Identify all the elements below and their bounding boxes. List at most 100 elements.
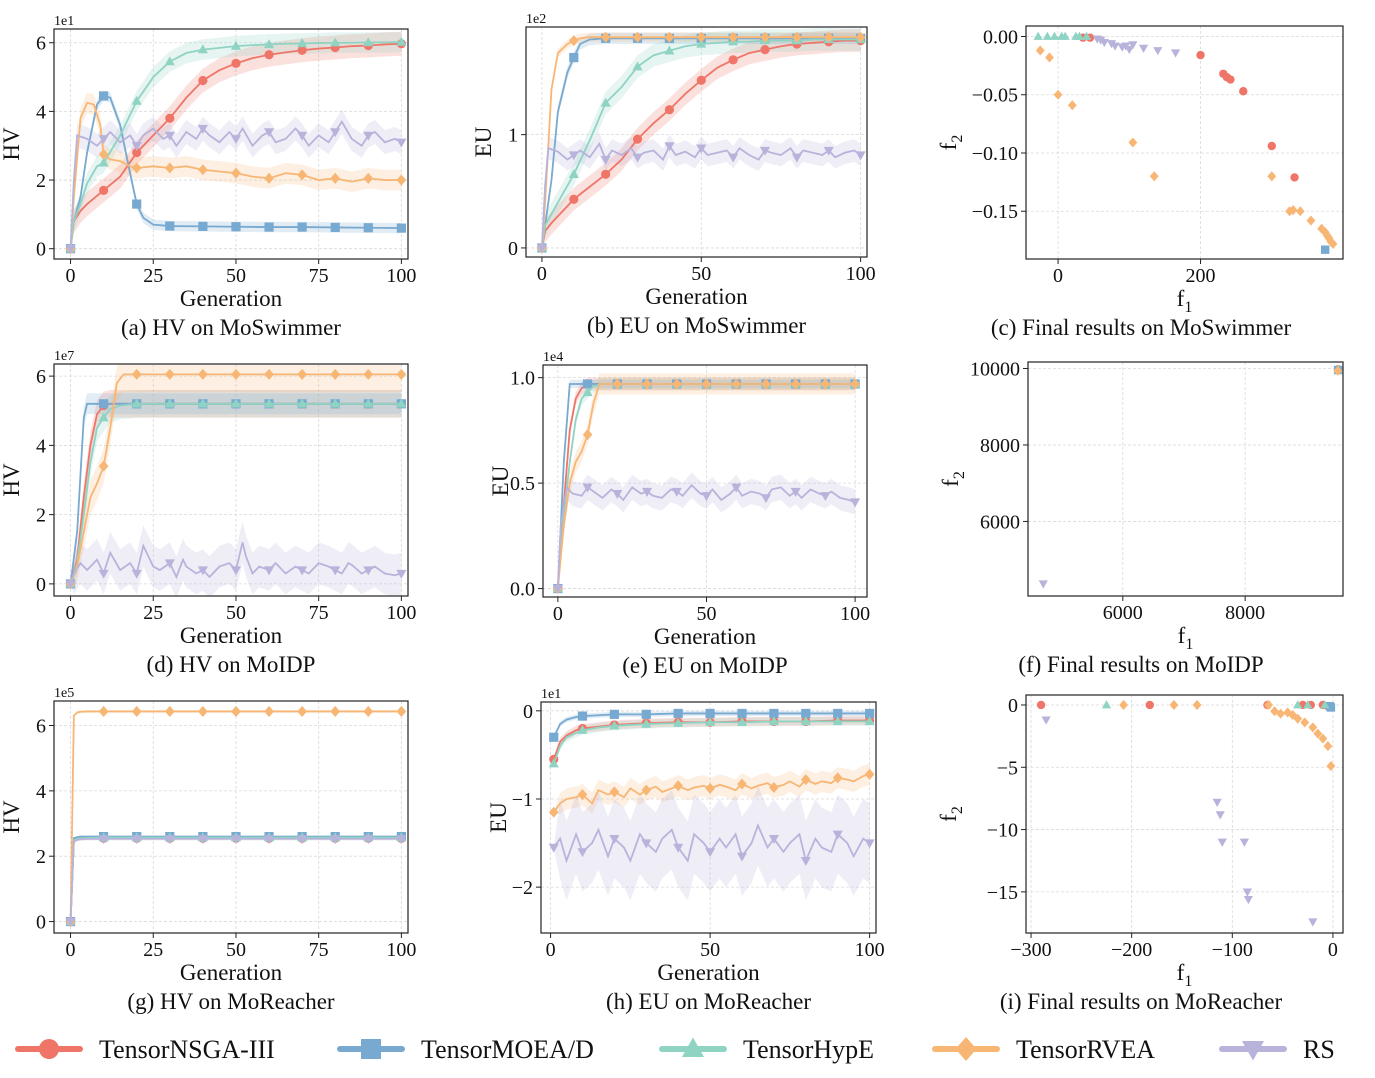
y-tick-label: 0 [36, 912, 46, 934]
data-point [131, 368, 142, 380]
variance-band [553, 716, 870, 764]
y-tick-label: 0.0 [510, 579, 535, 601]
plot-area [552, 373, 861, 595]
data-point [832, 716, 843, 726]
y-tick-label: 6000 [980, 511, 1020, 533]
data-point [1318, 733, 1328, 744]
data-point [696, 75, 706, 85]
data-point [736, 716, 748, 726]
data-point [1128, 137, 1138, 148]
data-point [1267, 171, 1277, 182]
data-point [396, 705, 407, 717]
x-tick-label: 75 [309, 939, 329, 961]
legend-marker-triangle-up [682, 1037, 704, 1057]
data-point [164, 559, 175, 569]
data-point [760, 31, 770, 43]
y-axis-title: EU [486, 802, 511, 833]
x-axis-title: f1 [1178, 623, 1194, 653]
x-tick-label: 100 [846, 263, 876, 285]
x-tick-label: −100 [1212, 939, 1253, 961]
legend-label: TensorRVEA [1016, 1035, 1155, 1064]
data-point [98, 569, 109, 579]
subplot-caption: (d) HV on MoIDP [147, 652, 316, 677]
axis-multiplier: 1e5 [54, 686, 74, 701]
y-axis-title: f2 [936, 806, 966, 822]
subplot-caption: (h) EU on MoReacher [606, 989, 811, 1014]
y-tick-label: 6 [36, 366, 46, 388]
x-tick-label: 50 [226, 939, 246, 961]
data-point [1217, 838, 1227, 847]
legend-label: TensorHypE [743, 1035, 874, 1064]
data-point [548, 758, 559, 768]
subplot-caption: (b) EU on MoSwimmer [587, 313, 806, 338]
data-point [671, 487, 682, 497]
axes-frame [1025, 694, 1344, 934]
data-point [1295, 206, 1305, 217]
data-point [832, 830, 843, 840]
data-point [696, 31, 707, 43]
x-tick-label: 100 [386, 602, 416, 624]
data-point [609, 720, 620, 730]
x-axis-title: Generation [180, 960, 283, 985]
data-point [1035, 45, 1045, 56]
plot-area [548, 708, 875, 901]
data-point [850, 498, 861, 508]
x-tick-label: 50 [700, 939, 720, 961]
chart-d: 0 25 50 75 100 0 2 4 6 1e7 Generation HV (d) HV on M… [0, 349, 416, 677]
x-axis-title: f1 [1177, 286, 1193, 316]
data-point [297, 705, 307, 717]
data-point [569, 52, 579, 63]
data-point [582, 387, 593, 397]
data-point [673, 780, 684, 792]
data-point [132, 199, 142, 209]
data-point [641, 784, 652, 796]
data-point [800, 857, 811, 866]
x-tick-label: 100 [840, 603, 870, 625]
x-tick-label: 8000 [1225, 602, 1265, 624]
data-point [769, 708, 779, 719]
chart-c: 0 200 0.00 −0.05 −0.10 −0.15 f1 f2 (c) Final res… [936, 25, 1344, 340]
data-point [612, 378, 623, 390]
x-tick-label: −300 [1010, 939, 1051, 961]
data-point [728, 153, 739, 163]
y-axis-title: f2 [936, 135, 966, 151]
data-point [864, 768, 875, 780]
data-point [864, 716, 875, 726]
axes-frame [53, 363, 409, 597]
data-point [131, 705, 142, 717]
data-point [696, 144, 707, 154]
data-point [1239, 87, 1248, 96]
data-point [552, 584, 563, 594]
y-tick-label: 4 [36, 781, 46, 803]
data-point [330, 37, 341, 47]
data-point [1038, 580, 1048, 589]
data-point [1119, 699, 1129, 711]
data-point [601, 169, 611, 179]
data-point [1293, 700, 1303, 709]
subplot-caption: (f) Final results on MoIDP [1018, 652, 1263, 677]
data-point [1333, 365, 1343, 376]
data-point [582, 483, 593, 493]
data-point [705, 708, 715, 719]
data-point [98, 705, 109, 717]
x-tick-label: 0 [553, 603, 563, 625]
data-point [131, 95, 142, 105]
data-point [759, 146, 771, 156]
data-point [230, 566, 242, 576]
data-point [1081, 31, 1092, 40]
data-point [330, 398, 341, 408]
data-point [548, 843, 559, 853]
data-point [297, 566, 308, 576]
variance-band [70, 90, 402, 249]
x-tick-label: 0 [66, 939, 76, 961]
x-tick-label: 50 [696, 603, 716, 625]
y-tick-label: 10000 [970, 359, 1020, 381]
data-point [131, 398, 142, 408]
data-point [230, 398, 242, 408]
series-line [69, 42, 402, 249]
x-tick-label: 0 [537, 263, 547, 285]
data-point [1124, 45, 1134, 55]
data-point [65, 245, 76, 254]
data-point [396, 174, 407, 186]
y-tick-label: 2 [36, 846, 46, 868]
